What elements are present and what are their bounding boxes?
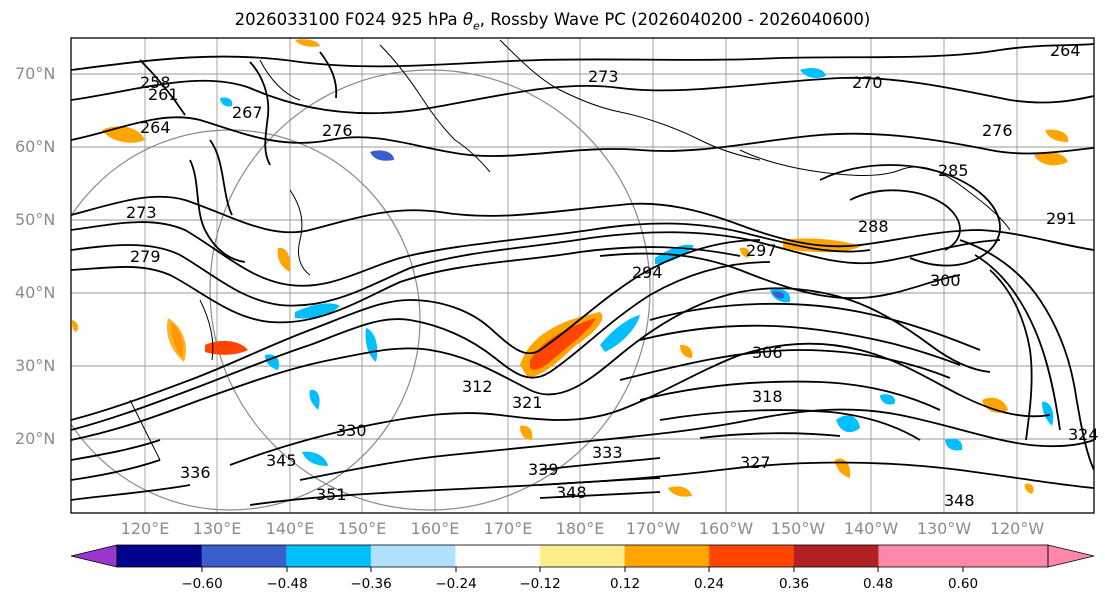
lon-label: 170°W: [625, 519, 681, 538]
contour-label: 327: [740, 453, 771, 472]
contour-label: 306: [752, 343, 783, 362]
colorbar-segment: [117, 545, 203, 567]
contour-label: 312: [462, 377, 493, 396]
colorbar-segment: [201, 545, 287, 567]
contour-label: 258: [140, 73, 171, 92]
colorbar-tick-label: 0.24: [693, 576, 725, 592]
contour-label: 276: [322, 121, 353, 140]
lon-label: 120°E: [120, 519, 170, 538]
lat-label: 40°N: [15, 283, 56, 302]
colorbar-tick-label: 0.48: [862, 576, 894, 592]
contour-label: 267: [232, 103, 263, 122]
lon-label: 130°E: [192, 519, 242, 538]
lon-label: 140°E: [265, 519, 315, 538]
contour-label: 276: [982, 121, 1013, 140]
contour-label: 348: [556, 483, 587, 502]
colorbar-segment: [963, 545, 1048, 567]
colorbar-tick-label: −0.48: [266, 576, 308, 592]
lon-label: 120°W: [989, 519, 1045, 538]
colorbar-segment: [793, 545, 879, 567]
colorbar-tick-label: −0.36: [350, 576, 392, 592]
theta-e-contours: [71, 43, 1094, 506]
lon-label: 140°W: [843, 519, 899, 538]
lon-label: 150°E: [337, 519, 387, 538]
lon-label: 160°W: [698, 519, 754, 538]
colorbar-segment: [709, 545, 795, 567]
lon-label: 150°W: [770, 519, 826, 538]
contour-label: 336: [180, 463, 211, 482]
lat-label: 70°N: [15, 64, 56, 83]
contour-label: 264: [1050, 41, 1081, 60]
contour-label: 264: [140, 118, 171, 137]
contour-label: 273: [126, 203, 157, 222]
lon-label: 170°E: [483, 519, 533, 538]
lon-label: 160°E: [410, 519, 460, 538]
colorbar-extend-low: [70, 544, 118, 568]
contour-label: 273: [588, 67, 619, 86]
figure-title: 2026033100 F024 925 hPa θe, Rossby Wave …: [234, 10, 871, 33]
contour-label: 333: [592, 443, 623, 462]
positive-anomaly-shading: [72, 39, 1069, 497]
colorbar-outline: [116, 544, 1049, 568]
contour-label: 261: [148, 85, 179, 104]
colorbar-segment: [624, 545, 710, 567]
lon-label: 130°W: [916, 519, 972, 538]
contour-label: 348: [944, 491, 975, 510]
contour-label: 294: [632, 263, 663, 282]
colorbar-segment: [540, 545, 626, 567]
coastlines: [129, 39, 1011, 461]
contour-label: 318: [752, 387, 783, 406]
colorbar-tick-label: −0.12: [519, 576, 561, 592]
lat-label: 50°N: [15, 210, 56, 229]
contour-label: 279: [130, 247, 161, 266]
lat-label: 60°N: [15, 137, 56, 156]
colorbar-segment: [878, 545, 964, 567]
contour-label: 324: [1068, 425, 1099, 444]
contour-label: 270: [852, 73, 883, 92]
lat-label: 30°N: [15, 356, 56, 375]
colorbar-extend-high: [1047, 544, 1095, 568]
contour-label: 300: [930, 271, 961, 290]
colorbar-tick-label: −0.60: [181, 576, 223, 592]
colorbar-tick-label: 0.36: [778, 576, 810, 592]
colorbar-segment: [286, 545, 372, 567]
contour-label: 288: [858, 217, 889, 236]
contour-label: 285: [938, 161, 969, 180]
colorbar-tick-label: 0.60: [947, 576, 979, 592]
colorbar-segments: [70, 544, 1095, 568]
colorbar-tick-label: −0.24: [435, 576, 477, 592]
contour-label: 291: [1046, 209, 1077, 228]
contour-label: 330: [336, 421, 367, 440]
contour-label: 339: [528, 460, 559, 479]
contour-label: 351: [316, 485, 347, 504]
contour-label: 297: [746, 241, 777, 260]
lon-label: 180°E: [555, 519, 605, 538]
lat-label: 20°N: [15, 429, 56, 448]
colorbar-tick-label: 0.12: [609, 576, 641, 592]
contour-label: 321: [512, 393, 543, 412]
contour-labels: 258 261 264 267 273 276 273 279 285 288 …: [126, 41, 1099, 510]
colorbar-segment: [370, 545, 456, 567]
contour-label: 345: [266, 451, 297, 470]
colorbar-segment: [455, 545, 541, 567]
